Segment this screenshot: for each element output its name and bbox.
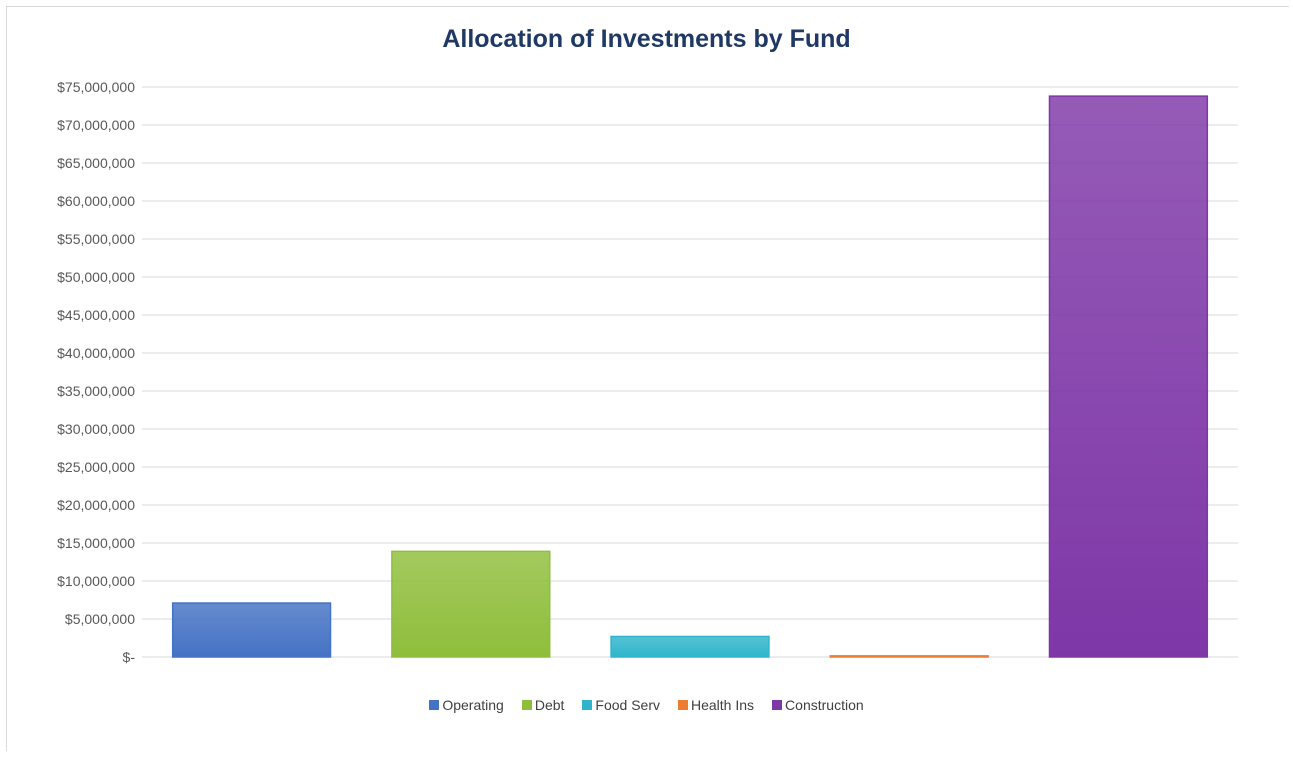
y-tick-label: $- (123, 649, 136, 665)
bar-health-ins (829, 655, 989, 658)
y-tick-label: $60,000,000 (57, 193, 135, 209)
chart-title: Allocation of Investments by Fund (442, 25, 851, 53)
y-tick-label: $40,000,000 (57, 345, 135, 361)
legend-label: Health Ins (691, 697, 755, 713)
legend: Operating Debt Food Serv Health Ins Construc… (0, 697, 1293, 713)
y-tick-label: $45,000,000 (57, 307, 135, 323)
y-tick-label: $55,000,000 (57, 231, 135, 247)
y-tick-label: $5,000,000 (65, 611, 135, 627)
legend-item: Construction (772, 697, 864, 713)
legend-item: Debt (521, 697, 565, 713)
bar-food-serv (610, 635, 770, 658)
bar-debt (391, 550, 551, 658)
y-tick-label: $20,000,000 (57, 497, 135, 513)
y-tick-label: $35,000,000 (57, 383, 135, 399)
bar-operating (171, 602, 332, 658)
y-tick-label: $30,000,000 (57, 421, 135, 437)
y-tick-label: $75,000,000 (57, 79, 135, 95)
bar-construction (1048, 95, 1209, 658)
y-tick-label: $50,000,000 (57, 269, 135, 285)
y-tick-label: $65,000,000 (57, 155, 135, 171)
y-tick-label: $15,000,000 (57, 535, 135, 551)
legend-label: Operating (442, 697, 504, 713)
bars (171, 95, 1209, 658)
legend-item: Health Ins (678, 697, 754, 713)
legend-label: Debt (534, 697, 565, 713)
y-tick-label: $25,000,000 (57, 459, 135, 475)
legend-label: Construction (785, 697, 864, 713)
y-axis: $- $5,000,000 $10,000,000 $15,000,000 $20,00… (57, 79, 135, 665)
legend-item: Operating (429, 697, 504, 713)
legend-item: Food Serv (582, 697, 660, 713)
legend-swatch (521, 700, 532, 710)
legend-swatch (582, 700, 593, 710)
legend-label: Food Serv (595, 697, 660, 713)
legend-swatch (678, 700, 688, 710)
legend-swatch (429, 700, 440, 710)
y-tick-label: $10,000,000 (57, 573, 135, 589)
legend-swatch (772, 700, 783, 710)
y-tick-label: $70,000,000 (57, 117, 135, 133)
